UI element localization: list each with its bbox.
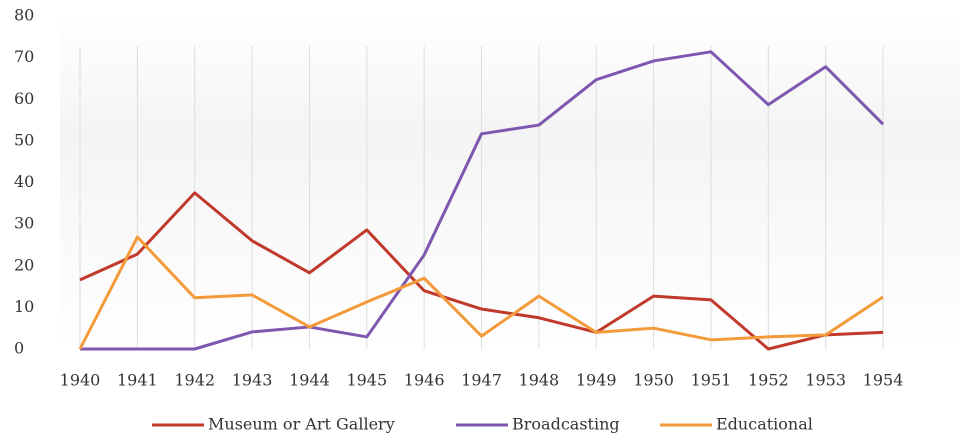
x-tick-label: 1951 — [691, 371, 732, 390]
y-tick-label: 40 — [14, 172, 34, 191]
x-tick-label: 1944 — [289, 371, 330, 390]
y-tick-label: 10 — [14, 297, 34, 316]
series-line — [78, 235, 884, 350]
plot-background — [60, 16, 960, 349]
series-line — [79, 191, 884, 351]
x-tick-label: 1950 — [633, 371, 674, 390]
x-tick-label: 1941 — [117, 371, 158, 390]
x-tick-label: 1947 — [461, 371, 502, 390]
series-line — [80, 50, 885, 351]
x-tick-label: 1952 — [748, 371, 789, 390]
y-tick-label: 50 — [14, 130, 34, 149]
x-tick-label: 1949 — [576, 371, 617, 390]
x-tick-label: 1946 — [404, 371, 445, 390]
y-tick-label: 70 — [14, 47, 34, 66]
y-tick-label: 60 — [14, 89, 34, 108]
y-tick-label: 0 — [14, 339, 24, 358]
y-tick-label: 20 — [14, 255, 34, 274]
x-tick-label: 1954 — [863, 371, 904, 390]
x-tick-label: 1943 — [232, 371, 273, 390]
x-tick-label: 1945 — [346, 371, 387, 390]
x-tick-label: 1942 — [174, 371, 215, 390]
legend-label: Broadcasting — [512, 415, 620, 434]
x-tick-label: 1953 — [805, 371, 846, 390]
x-tick-label: 1948 — [519, 371, 560, 390]
legend-label: Museum or Art Gallery — [208, 415, 395, 434]
legend-label: Educational — [716, 415, 813, 434]
x-tick-label: 1940 — [60, 371, 101, 390]
y-tick-label: 80 — [14, 6, 34, 25]
y-tick-label: 30 — [14, 214, 34, 233]
